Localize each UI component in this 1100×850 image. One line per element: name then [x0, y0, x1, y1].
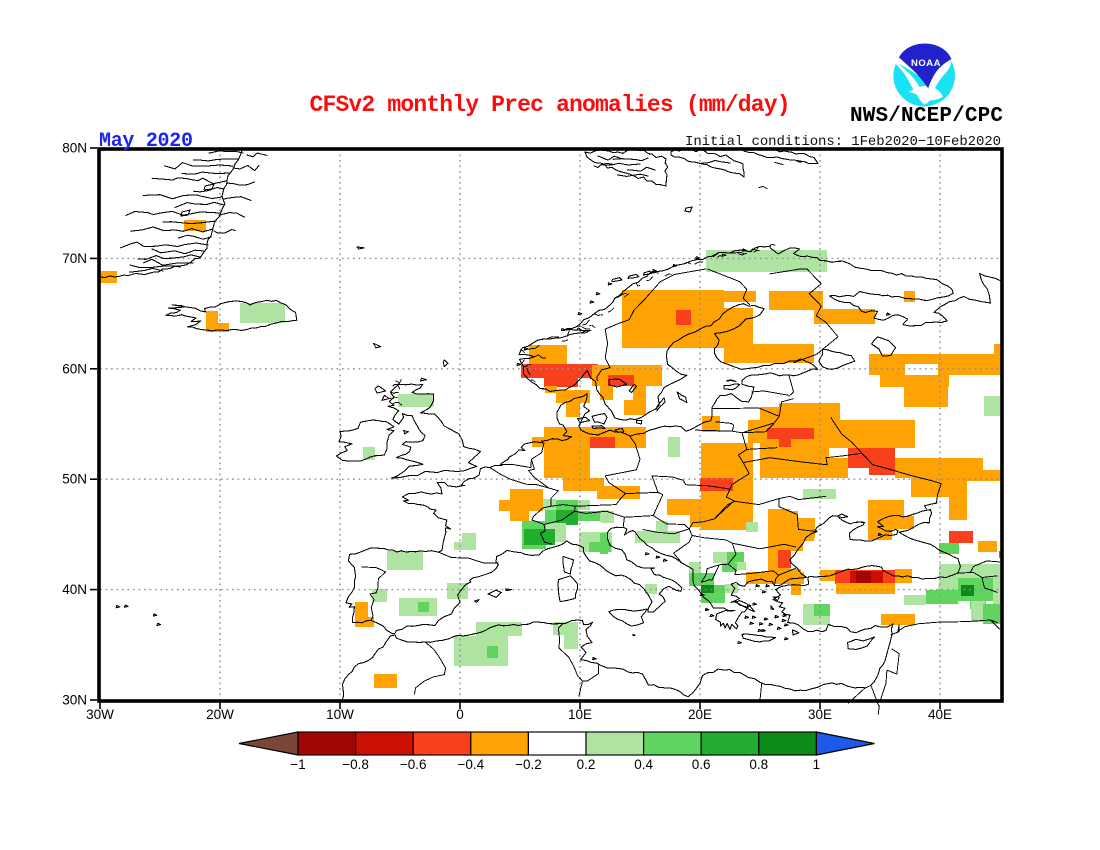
svg-text:0: 0 [456, 707, 464, 722]
svg-text:80N: 80N [62, 141, 87, 156]
svg-text:30W: 30W [86, 707, 114, 722]
svg-text:20E: 20E [688, 707, 712, 722]
svg-text:40N: 40N [62, 582, 87, 597]
svg-text:0.8: 0.8 [749, 757, 768, 772]
svg-text:NOAA: NOAA [911, 58, 941, 69]
svg-text:−0.8: −0.8 [342, 757, 369, 772]
svg-text:40E: 40E [928, 707, 952, 722]
svg-text:−1: −1 [290, 757, 305, 772]
svg-text:May 2020: May 2020 [99, 130, 193, 153]
svg-text:30N: 30N [62, 693, 87, 708]
svg-text:50N: 50N [62, 472, 87, 487]
svg-text:1: 1 [813, 757, 821, 772]
svg-text:10E: 10E [568, 707, 592, 722]
svg-text:60N: 60N [62, 361, 87, 376]
svg-text:0.2: 0.2 [577, 757, 596, 772]
svg-text:70N: 70N [62, 251, 87, 266]
svg-text:CFSv2 monthly Prec anomalies (: CFSv2 monthly Prec anomalies (mm/day) [310, 92, 791, 118]
svg-text:10W: 10W [326, 707, 354, 722]
svg-text:Initial conditions: 1Feb2020−1: Initial conditions: 1Feb2020−10Feb2020 [685, 134, 1001, 150]
svg-text:30E: 30E [808, 707, 832, 722]
svg-text:NWS/NCEP/CPC: NWS/NCEP/CPC [850, 105, 1003, 128]
svg-text:0.4: 0.4 [634, 757, 653, 772]
svg-text:20W: 20W [206, 707, 234, 722]
svg-text:−0.2: −0.2 [515, 757, 542, 772]
svg-text:−0.4: −0.4 [457, 757, 484, 772]
svg-text:0.6: 0.6 [692, 757, 711, 772]
svg-text:−0.6: −0.6 [400, 757, 427, 772]
